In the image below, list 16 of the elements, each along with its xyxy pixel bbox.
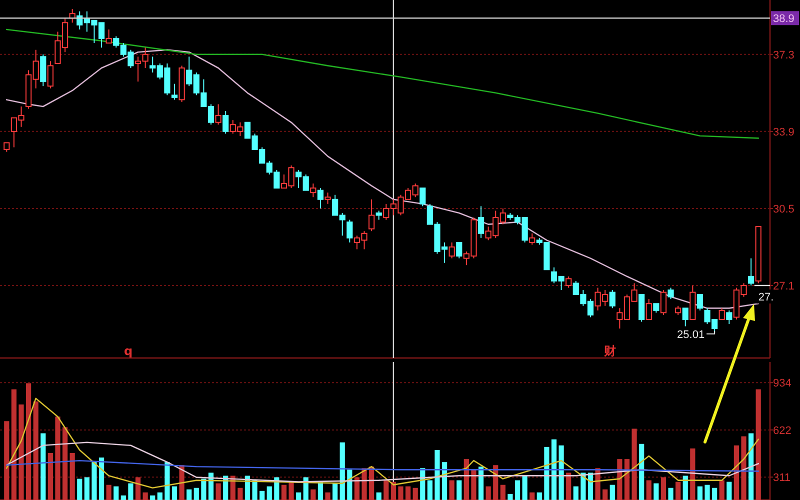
line-series <box>6 398 760 489</box>
ref-line-label: 38.9 <box>773 13 794 26</box>
annotation: 25.01 <box>677 328 705 341</box>
y-tick-label: 30.5 <box>773 203 794 216</box>
annotation: 27. <box>758 291 774 304</box>
y-tick-label: 311 <box>773 472 791 484</box>
annotation: 财 <box>603 344 616 358</box>
line-series <box>6 442 760 482</box>
line-series <box>6 28 760 139</box>
y-tick-label: 37.3 <box>773 49 794 62</box>
annotation: q <box>124 344 133 358</box>
y-tick-label: 622 <box>773 424 792 437</box>
y-tick-label: 27.1 <box>773 280 794 292</box>
y-tick-label: 33.9 <box>773 126 794 138</box>
line-series <box>6 460 760 472</box>
y-tick-label: 934 <box>773 378 792 390</box>
